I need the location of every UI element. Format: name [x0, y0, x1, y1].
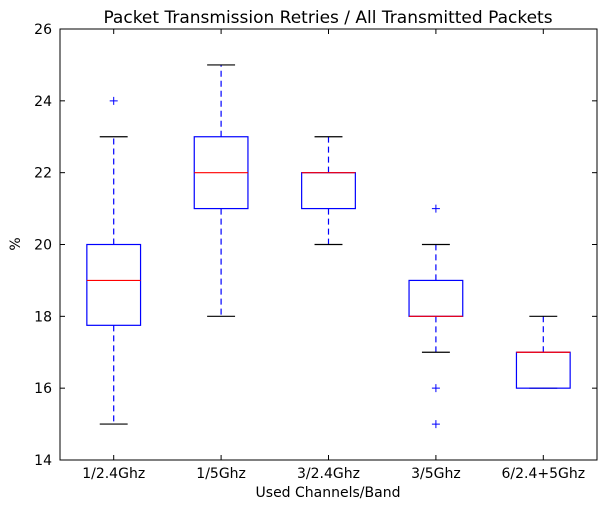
box-iqr [408, 279, 464, 317]
plot-area: 14 16 18 20 22 24 26 1/2.4Ghz 1/5Ghz 3/2.4Ghz 3/5G… [34, 22, 597, 482]
y-tick-label: 18 [34, 309, 52, 325]
box-iqr [86, 243, 142, 326]
x-tick-label: 3/5Ghz [411, 466, 461, 482]
x-axis-label: Used Channels/Band [256, 485, 401, 501]
y-axis-label: % [8, 237, 24, 250]
chart-title: Packet Transmission Retries / All Transm… [103, 8, 552, 28]
box-iqr [515, 351, 571, 389]
x-tick-label: 1/2.4Ghz [82, 466, 145, 482]
y-tick-label: 16 [34, 381, 52, 397]
outlier-marker [109, 96, 118, 105]
y-tick-label: 24 [34, 94, 52, 110]
y-tick-label: 14 [34, 453, 52, 469]
box-iqr [301, 172, 356, 210]
x-tick-label: 3/2.4Ghz [297, 466, 360, 482]
y-tick-label: 26 [34, 22, 52, 38]
y-tick-label: 20 [34, 238, 52, 254]
outlier-marker [431, 204, 440, 213]
x-tick-label: 6/2.4+5Ghz [501, 466, 585, 482]
outlier-marker [431, 420, 440, 429]
plot-frame [59, 28, 598, 461]
outlier-marker [431, 384, 440, 393]
x-tick-label: 1/5Ghz [196, 466, 246, 482]
y-tick-label: 22 [34, 166, 52, 182]
